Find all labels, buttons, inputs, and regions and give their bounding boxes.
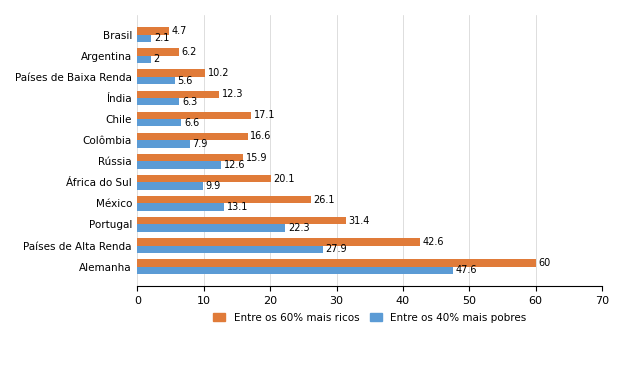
Text: 16.6: 16.6 [250,131,271,141]
Bar [137,182,203,190]
Bar [137,203,225,211]
Bar [137,217,346,224]
Text: 15.9: 15.9 [246,153,267,163]
Text: 9.9: 9.9 [206,181,221,191]
Bar [137,48,178,56]
Bar [137,90,219,98]
Bar [137,238,420,246]
Bar [137,112,251,119]
Text: 12.6: 12.6 [223,160,245,170]
Text: 22.3: 22.3 [288,223,310,233]
Text: 2.1: 2.1 [154,33,169,44]
Bar [137,154,243,161]
Text: 27.9: 27.9 [325,244,347,254]
Bar [137,175,271,182]
Text: 47.6: 47.6 [456,265,477,275]
Bar [137,77,175,84]
Bar [137,56,151,63]
Bar [137,70,205,77]
Text: 2: 2 [154,55,160,64]
Text: 20.1: 20.1 [273,173,295,184]
Text: 31.4: 31.4 [348,216,370,226]
Text: 7.9: 7.9 [193,139,208,149]
Text: 17.1: 17.1 [253,111,275,120]
Bar [137,35,152,42]
Text: 5.6: 5.6 [177,75,193,86]
Bar [137,196,311,203]
Bar [137,133,248,140]
Text: 13.1: 13.1 [227,202,248,212]
Text: 42.6: 42.6 [423,237,444,247]
Bar [137,246,323,253]
Bar [137,27,168,35]
Bar [137,266,453,274]
Bar [137,98,179,105]
Text: 6.6: 6.6 [184,118,199,128]
Text: 4.7: 4.7 [171,26,187,36]
Text: 60: 60 [539,258,550,268]
Bar [137,140,190,147]
Bar [137,119,181,126]
Bar [137,161,221,169]
Legend: Entre os 60% mais ricos, Entre os 40% mais pobres: Entre os 60% mais ricos, Entre os 40% ma… [208,309,531,327]
Text: 6.3: 6.3 [182,97,197,107]
Text: 26.1: 26.1 [313,195,335,205]
Text: 10.2: 10.2 [208,68,229,78]
Text: 6.2: 6.2 [181,47,197,57]
Bar [137,224,285,232]
Text: 12.3: 12.3 [222,89,243,99]
Bar [137,259,535,266]
